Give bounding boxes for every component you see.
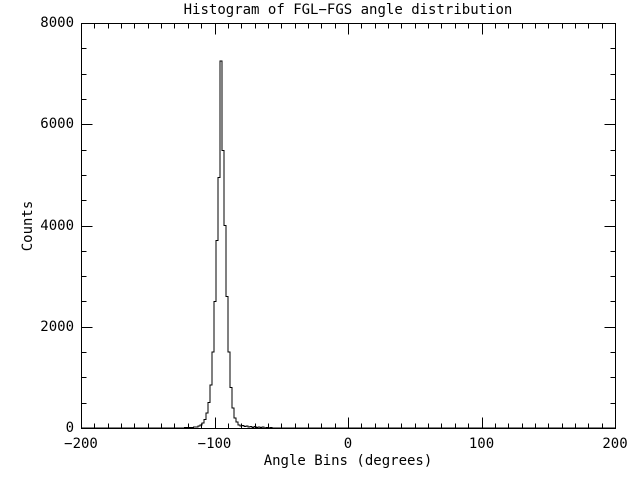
chart-title: Histogram of FGL−FGS angle distribution [183, 2, 513, 18]
x-tick-label: 0 [343, 436, 353, 452]
y-tick-label: 4000 [40, 217, 74, 234]
x-tick-label: 100 [468, 436, 495, 452]
y-tick-label: 2000 [40, 318, 74, 335]
x-tick-label: −100 [197, 436, 232, 452]
y-tick-label: 8000 [40, 15, 74, 31]
histogram-curve [81, 60, 615, 429]
x-axis-label: Angle Bins (degrees) [263, 453, 433, 469]
x-tick-label: −200 [64, 436, 98, 452]
plot-box [81, 23, 616, 429]
y-tick-label: 6000 [40, 116, 74, 133]
y-tick-label: 0 [65, 420, 74, 436]
x-tick-label: 200 [602, 436, 628, 452]
